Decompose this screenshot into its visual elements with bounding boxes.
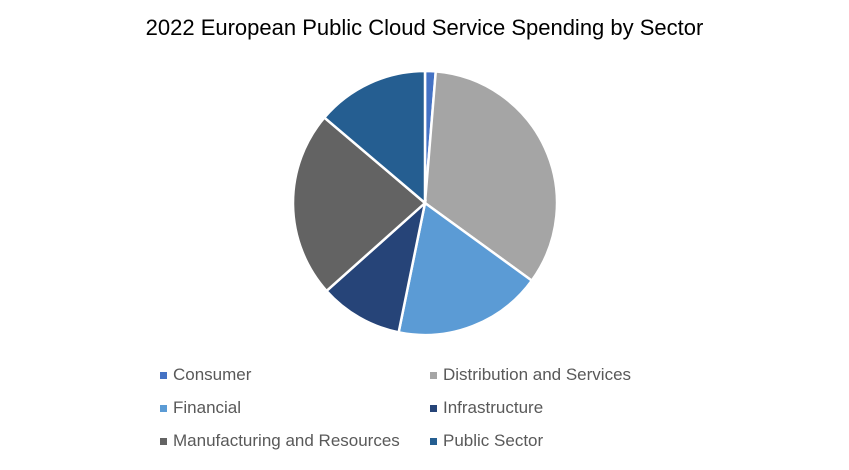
legend-label: Consumer (173, 365, 252, 384)
chart-title: 2022 European Public Cloud Service Spend… (145, 15, 704, 40)
legend-item-infrastructure: Infrastructure (430, 398, 543, 418)
pie-slice-financial (397, 200, 534, 337)
legend-swatch (160, 404, 167, 412)
pie-slice-manufacturing-and-resources (291, 115, 427, 293)
legend-label: Manufacturing and Resources (173, 431, 400, 450)
pie-slice-distribution-and-services (423, 70, 559, 283)
legend-swatch (430, 404, 437, 412)
legend-item-consumer: Consumer (160, 365, 251, 385)
legend-label: Distribution and Services (443, 365, 632, 384)
legend-item-distribution-and-services: Distribution and Services (430, 365, 631, 385)
pie-slice-infrastructure (324, 199, 427, 334)
legend-item-manufacturing-and-resources: Manufacturing and Resources (160, 431, 400, 451)
legend-swatch (160, 437, 167, 445)
pie-slice-public-sector (322, 69, 427, 206)
legend-label: Public Sector (443, 431, 544, 450)
legend-swatch (430, 437, 437, 445)
legend-item-financial: Financial (160, 398, 241, 418)
legend-item-public-sector: Public Sector (430, 431, 543, 451)
legend-swatch (160, 371, 167, 379)
legend-label: Infrastructure (443, 398, 544, 417)
legend-label: Financial (173, 398, 242, 417)
legend-swatch (430, 371, 437, 379)
